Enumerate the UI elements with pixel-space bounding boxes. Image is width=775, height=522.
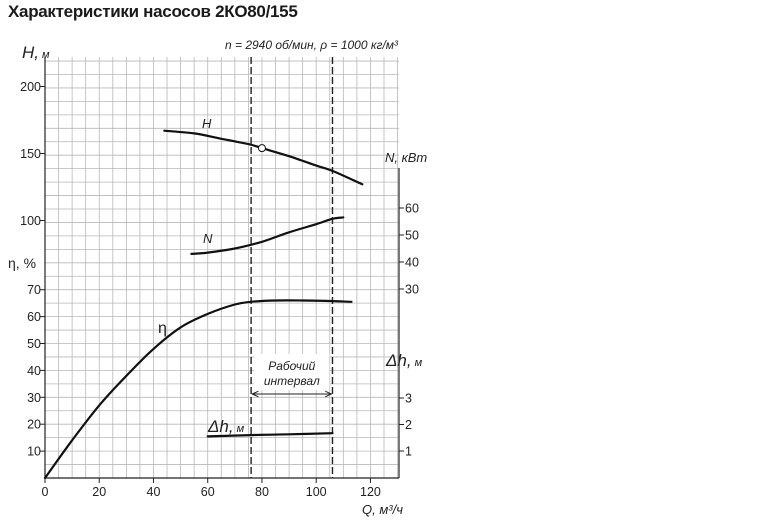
conditions-label: n = 2940 об/мин, ρ = 1000 кг/м³ (225, 38, 399, 52)
n-tick-label: 40 (405, 256, 419, 270)
eta-tick-label: 60 (27, 310, 41, 324)
grid (44, 57, 399, 479)
eta-tick-label: 20 (27, 418, 41, 432)
n-tick-label: 30 (405, 283, 419, 297)
dh-tick-label: 3 (405, 392, 412, 406)
range-label-bg (254, 354, 330, 390)
x-tick-label: 40 (147, 485, 161, 499)
x-tick-label: 100 (306, 485, 327, 499)
eta-curve (43, 299, 353, 480)
eta-curve-label: η (158, 320, 167, 337)
h-tick-label: 150 (20, 147, 41, 161)
working-range (250, 57, 334, 478)
n-axis-label: N, кВт (385, 150, 427, 165)
dh-axis-label: Δh, м (385, 351, 423, 370)
h-tick-label: 200 (20, 80, 41, 94)
dh-curve-label: Δh, м (207, 417, 245, 436)
eta-tick-label: 10 (27, 445, 41, 459)
x-tick-label: 120 (360, 485, 381, 499)
x-tick-label: 20 (92, 485, 106, 499)
eta-tick-label: 50 (27, 337, 41, 351)
dh-curve (206, 432, 334, 438)
range-label-line2: интервал (264, 374, 320, 388)
range-label-line1: Рабочий (268, 359, 315, 373)
chart-title: Характеристики насосов 2КО80/155 (8, 2, 298, 21)
h-axis-label: H, м (22, 43, 50, 62)
h-curve-label: H (202, 116, 212, 131)
eta-tick-label: 40 (27, 364, 41, 378)
x-tick-label: 0 (42, 485, 49, 499)
plot-frame (40, 57, 404, 483)
curves (43, 129, 364, 480)
eta-tick-label: 70 (27, 283, 41, 297)
h-tick-label: 100 (20, 214, 41, 228)
dh-tick-label: 1 (405, 445, 412, 459)
x-axis-label: Q, м³/ч (362, 502, 403, 517)
eta-axis-label: η, % (8, 255, 36, 271)
n-tick-label: 60 (405, 202, 419, 216)
n-tick-label: 50 (405, 229, 419, 243)
n-curve-label: N (203, 231, 213, 246)
dh-tick-label: 2 (405, 418, 412, 432)
x-tick-label: 80 (255, 485, 269, 499)
h-curve-marker (257, 144, 266, 153)
x-tick-label: 60 (201, 485, 215, 499)
eta-tick-label: 30 (27, 391, 41, 405)
n-curve (190, 216, 345, 255)
